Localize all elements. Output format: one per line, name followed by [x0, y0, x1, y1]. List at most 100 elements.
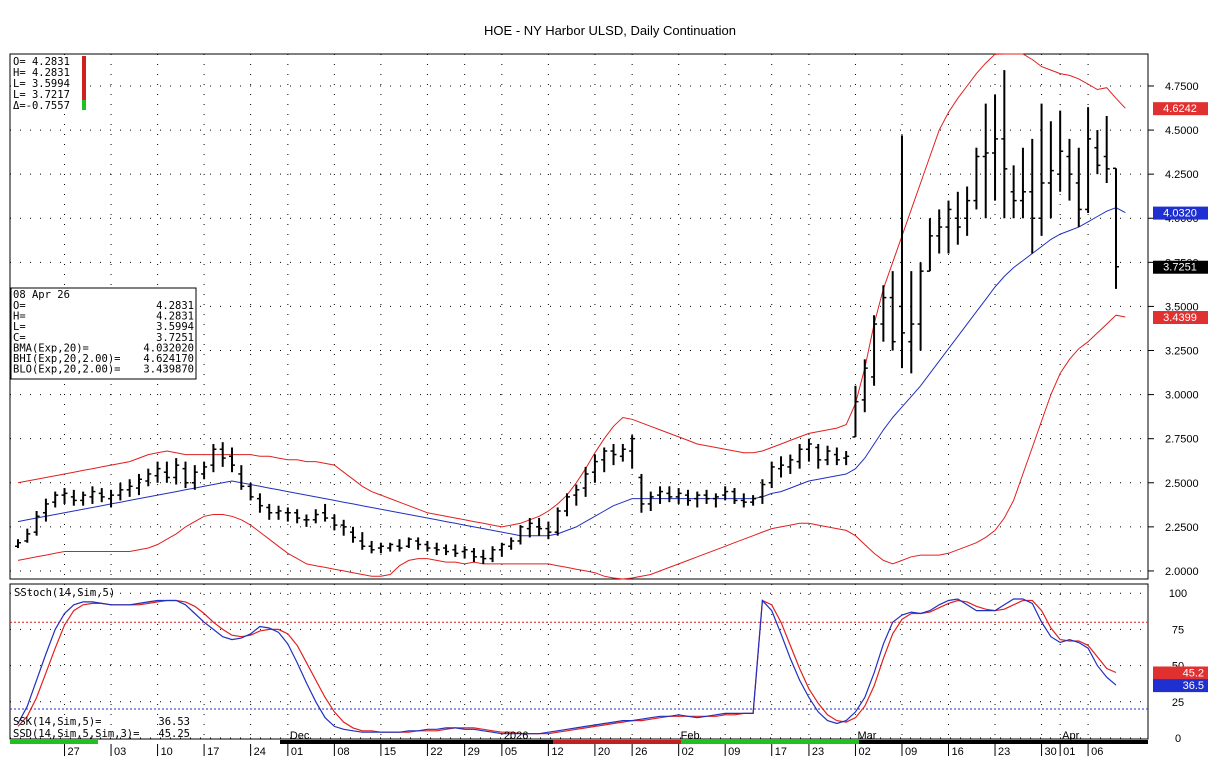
ohlc-bar [359, 532, 366, 550]
price-tags: 4.6242 4.0320 3.7251 3.4399 [1153, 102, 1208, 325]
month-label: Feb [681, 730, 700, 742]
price-tag-label: 4.6242 [1163, 103, 1197, 115]
date-label: 17 [207, 746, 219, 758]
stoch-tag-box [1153, 679, 1208, 693]
ohlc-bar [815, 443, 822, 469]
ohlc-bar [666, 486, 673, 503]
ohlc-bar [182, 461, 189, 489]
ohlc-bar [889, 271, 896, 351]
month-strip [859, 740, 1077, 744]
ohlc-bar [387, 542, 394, 552]
ohlc-bars [15, 70, 1119, 564]
legend-red-bar [82, 56, 86, 100]
ohlc-bar [126, 479, 133, 497]
stoch-tick-label: 75 [1172, 624, 1184, 636]
ohlc-bar [61, 488, 68, 504]
month-strip [10, 740, 98, 744]
ohlc-bar [526, 518, 533, 538]
ohlc-bar [629, 435, 636, 469]
stoch-tick-label: 25 [1172, 697, 1184, 709]
ohlc-bar [796, 443, 803, 469]
ohlc-bar [805, 438, 812, 462]
ohlc-bar [945, 200, 952, 254]
price-tick-label: 2.5000 [1165, 478, 1199, 490]
ohlc-bar [601, 447, 608, 473]
price-tick-label: 2.2500 [1165, 522, 1199, 534]
price-tag-label: 3.7251 [1163, 262, 1197, 274]
month-label: Apr [1062, 730, 1079, 742]
ohlc-bar [1010, 165, 1017, 219]
month-strip [681, 740, 859, 744]
ssk-line [17, 598, 1117, 735]
month-strip [1077, 740, 1148, 744]
date-label: 03 [114, 746, 126, 758]
data-box-value: 4.624170 [143, 353, 194, 365]
ohlc-bar [703, 489, 710, 504]
date-label: 16 [952, 746, 964, 758]
stoch-legend: SStoch(14,Sim,5) SSK(14,Sim,5)= 36.53 SS… [13, 587, 190, 740]
ohlc-bar [591, 454, 598, 483]
ohlc-bar [898, 135, 905, 369]
ohlc-bar [1075, 147, 1082, 228]
ohlc-bar [759, 479, 766, 504]
ssd-value: 45.25 [158, 728, 190, 740]
date-label: 26 [635, 746, 647, 758]
price-tick-label: 2.7500 [1165, 434, 1199, 446]
price-tick-label: 4.7500 [1165, 81, 1199, 93]
ohlc-bar [1066, 138, 1073, 201]
price-tag-box [1153, 311, 1208, 325]
ohlc-bar [1103, 115, 1110, 183]
ohlc-bar [368, 540, 375, 554]
ohlc-bar [824, 445, 831, 466]
price-tick-label: 4.5000 [1165, 125, 1199, 137]
ohlc-bar [768, 461, 775, 489]
price-panel-frame [9, 53, 1149, 580]
month-label: Mar [857, 730, 876, 742]
ohlc-bar [331, 514, 338, 531]
ohlc-bar [33, 510, 40, 536]
price-tag-box [1153, 260, 1208, 274]
date-label: 08 [337, 746, 349, 758]
stoch-lines [17, 598, 1117, 735]
date-label: 02 [858, 746, 870, 758]
ohlc-bar [694, 491, 701, 508]
stoch-tick-label: 0 [1175, 733, 1181, 745]
ohlc-bar [443, 544, 450, 556]
ohlc-bar [135, 473, 142, 496]
ohlc-bar [871, 315, 878, 386]
ohlc-bar [740, 493, 747, 508]
ohlc-bar [163, 461, 170, 483]
ohlc-bar [1085, 107, 1092, 213]
ohlc-legend: O= 4.2831 H= 4.2831 L= 3.5994 L= 3.7217 … [11, 55, 86, 112]
data-box-value: 4.2831 [156, 300, 194, 312]
ohlc-bar [24, 528, 31, 543]
ohlc-bar [201, 461, 208, 480]
stoch-panel-frame [9, 583, 1149, 740]
ohlc-bar [349, 526, 356, 543]
date-label: 01 [291, 746, 303, 758]
ohlc-bar [982, 103, 989, 219]
date-label: 20 [598, 746, 610, 758]
ohlc-bar [675, 488, 682, 504]
ohlc-bar [1019, 147, 1026, 219]
data-box-value: 4.032020 [143, 342, 194, 354]
month-label: 2026 [504, 730, 528, 742]
lower-band-line [17, 314, 1126, 580]
ohlc-bar [80, 491, 87, 506]
ohlc-bar [619, 443, 626, 462]
date-label: 23 [998, 746, 1010, 758]
ohlc-bar [954, 191, 961, 245]
date-label: 27 [68, 746, 80, 758]
chart-title: HOE - NY Harbor ULSD, Daily Continuation [484, 23, 736, 38]
price-tick-label: 4.2500 [1165, 169, 1199, 181]
data-box-value: 3.7251 [156, 332, 194, 344]
ohlc-bar [852, 385, 859, 438]
ohlc-bar [684, 489, 691, 506]
ssd-line [17, 599, 1117, 735]
month-label: Dec [290, 730, 310, 742]
data-box-key: BHI(Exp,20,2.00)= [13, 353, 120, 365]
upper-band-line [17, 53, 1126, 528]
ohlc-bar [712, 493, 719, 508]
stoch-tag-label: 45.2 [1183, 667, 1204, 679]
